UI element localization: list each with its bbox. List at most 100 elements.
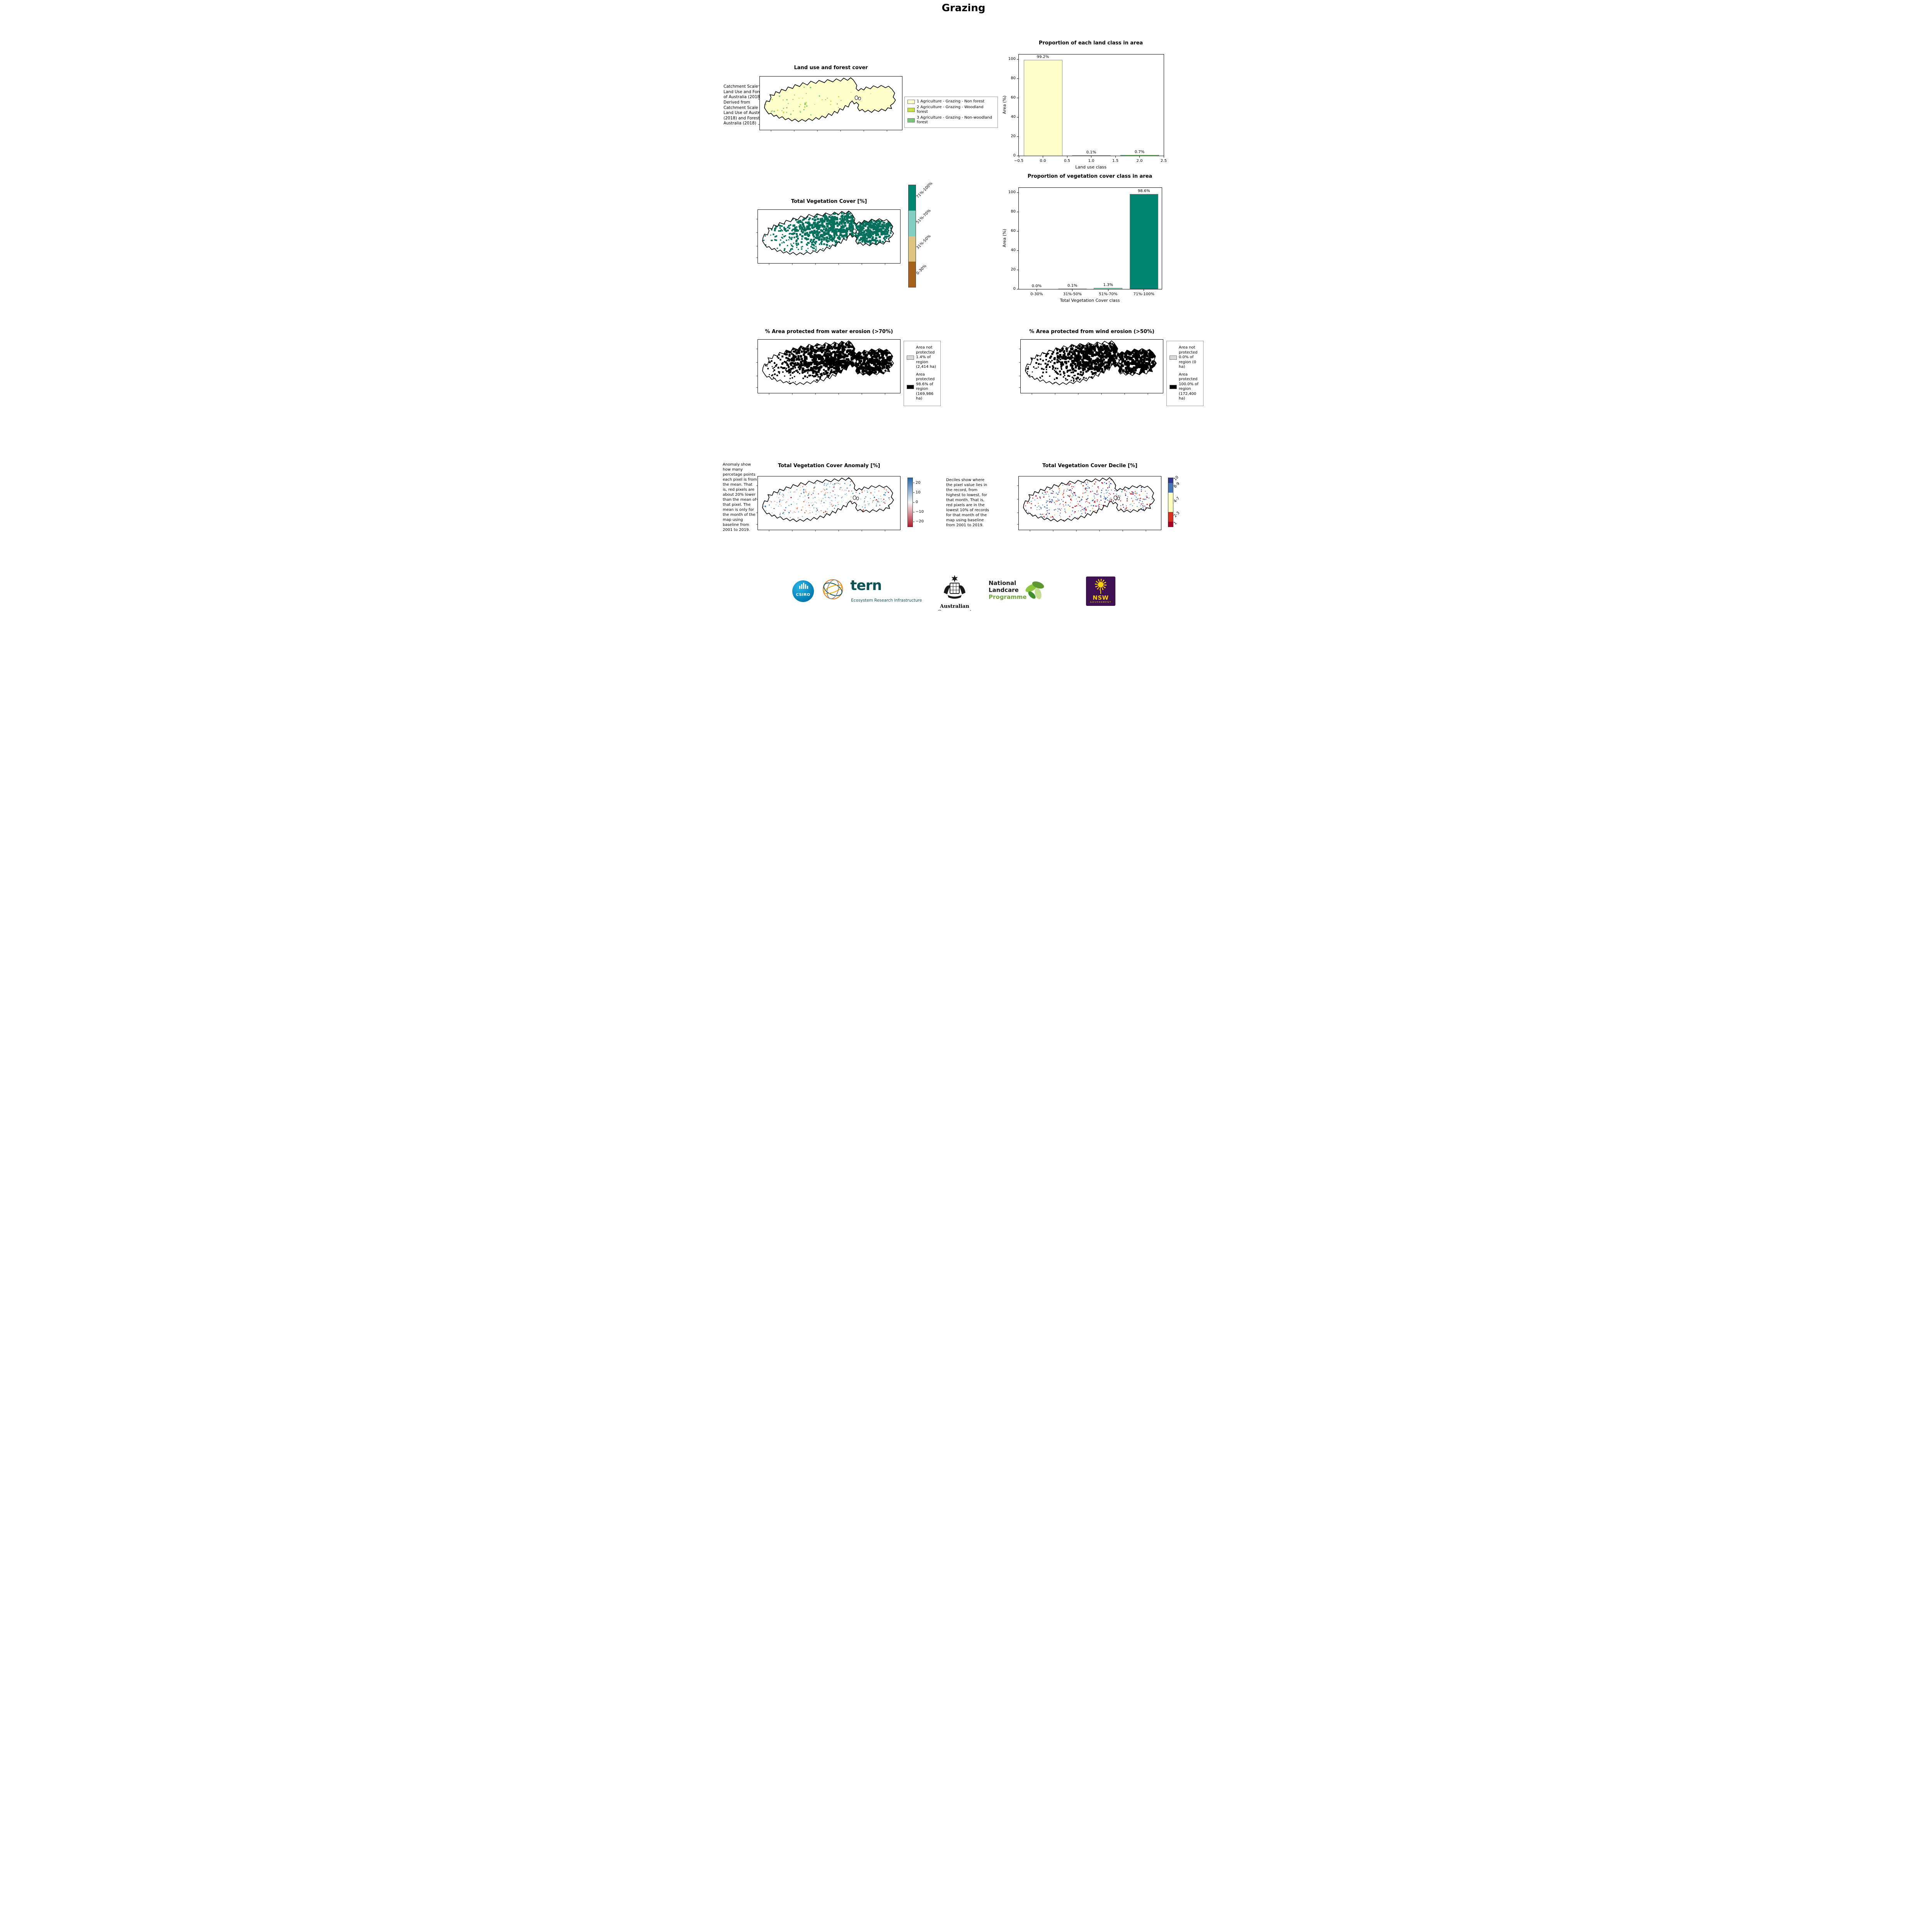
colorbar-segment (909, 262, 916, 287)
colorbar-tick-label: 71%-100% (916, 181, 934, 199)
anomaly-colorbar: 20 10 0 −10 −20 (907, 478, 924, 527)
vegcover-map-title: Total Vegetation Cover [%] (791, 199, 867, 204)
nsw-wordmark: NSW (1093, 594, 1109, 601)
y-tick (1017, 59, 1019, 60)
colorbar-segment (1168, 522, 1173, 527)
legend-item: Area protected 100.0% of region (172,400… (1169, 372, 1200, 401)
colorbar-tick-label: 8-9 (1173, 481, 1181, 489)
colorbar-segment (909, 211, 916, 236)
bar (1120, 155, 1159, 156)
legend-item: Area not protected 0.0% of region (0 ha) (1169, 345, 1200, 370)
y-tick-label: 40 (1011, 248, 1016, 253)
y-tick-label: 100 (1008, 57, 1016, 61)
x-tick-label: 0-30% (1030, 292, 1043, 296)
page-title: Grazing (941, 2, 986, 14)
colorbar-tick-label: 10 (916, 490, 921, 495)
landclass-bar-chart: 0 20 40 60 80 100 −0.5 0.0 0.5 1.0 1.5 2.0 2.5 99.2% 0… (1008, 54, 1167, 163)
landuse-legend: 1 Agriculture - Grazing - Non forest 2 Ag… (904, 97, 998, 128)
legend-label: 2 Agriculture - Grazing - Woodland fores… (917, 105, 984, 114)
vegclass-chart-xlabel: Total Vegetation Cover class (1060, 298, 1120, 303)
landcare-line-3: Programme (989, 594, 1027, 600)
bar (1129, 194, 1158, 289)
tern-wordmark: tern (850, 578, 882, 594)
y-tick-label: 60 (1011, 95, 1016, 100)
water-erosion-title: % Area protected from water erosion (>70… (765, 329, 893, 335)
colorbar-tick-label: 10 (1173, 475, 1180, 482)
vegclass-chart-title: Proportion of vegetation cover class in … (1027, 173, 1152, 179)
tern-subtitle: Ecosystem Research Infrastructure (851, 598, 922, 603)
bar-value-label: 0.7% (1134, 150, 1145, 155)
bar-value-label: 0.0% (1032, 284, 1042, 288)
colorbar-tick-label: 0-30% (916, 264, 928, 276)
report-page: Grazing Land use and forest cover Catchm… (723, 0, 1204, 611)
water-erosion-map (756, 339, 901, 395)
landclass-chart-title: Proportion of each land class in area (1038, 40, 1143, 46)
x-tick-label: 1.5 (1112, 159, 1118, 163)
water-erosion-legend: Area not protected 1.4% of region (2,414… (904, 341, 941, 406)
landcare-leaves-icon (1025, 581, 1044, 599)
y-tick-label: 20 (1011, 267, 1016, 272)
landcare-line-1: National (989, 580, 1016, 587)
nsw-government-label: GOVERNMENT (1090, 601, 1112, 604)
anomaly-map (756, 476, 901, 532)
nsw-waratah-stem (1100, 590, 1101, 594)
y-tick-label: 40 (1011, 115, 1016, 119)
x-tick-label: 1.0 (1088, 159, 1095, 163)
wind-erosion-legend: Area not protected 0.0% of region (0 ha)… (1166, 341, 1204, 406)
landclass-chart-ylabel: Area (%) (1002, 95, 1007, 114)
bar-value-label: 0.1% (1067, 284, 1078, 288)
x-tick-label: −0.5 (1014, 159, 1024, 163)
anomaly-title: Total Vegetation Cover Anomaly [%] (778, 463, 880, 469)
bar-value-label: 1.3% (1103, 282, 1113, 287)
x-tick-label: 51%-70% (1099, 292, 1118, 296)
x-tick-label: 31%-50% (1063, 292, 1082, 296)
y-tick (1017, 136, 1019, 137)
y-tick-label: 60 (1011, 229, 1016, 233)
y-tick (1017, 250, 1019, 251)
colorbar-tick-label: 1 (1173, 520, 1178, 526)
colorbar-segment (1168, 478, 1173, 483)
legend-swatch (907, 384, 914, 389)
colorbar-segment (1168, 512, 1173, 522)
colorbar-tick-label: 2-3 (1173, 510, 1181, 519)
x-tick-label: 0.5 (1064, 159, 1070, 163)
legend-label: Area not protected 0.0% of region (0 ha) (1179, 345, 1198, 369)
vegclass-chart-ylabel: Area (%) (1002, 229, 1007, 247)
legend-label: Area not protected 1.4% of region (2,414… (916, 345, 936, 369)
y-tick-label: 0 (1013, 287, 1016, 291)
colorbar-segment (1168, 483, 1173, 493)
colorbar-tick-label: 51%-70% (916, 208, 932, 225)
legend-label: Area protected 100.0% of region (172,400… (1179, 372, 1198, 401)
x-tick-label: 2.5 (1161, 159, 1167, 163)
legend-label: 3 Agriculture - Grazing - Non-woodland f… (917, 115, 992, 125)
bar-value-label: 98.6% (1137, 189, 1150, 193)
tern-sphere-icon (823, 579, 843, 599)
legend-label: 1 Agriculture - Grazing - Non forest (917, 99, 985, 104)
australian-government-wordmark: Australian Government (937, 604, 972, 611)
bar (1094, 287, 1123, 289)
y-tick (1017, 78, 1019, 79)
colorbar-tick-label: 0 (916, 500, 918, 504)
y-tick-label: 80 (1011, 209, 1016, 214)
csiro-logo: CSIRO (792, 580, 814, 602)
csiro-wave-icon (799, 583, 808, 589)
wind-erosion-title: % Area protected from wind erosion (>50%… (1029, 329, 1154, 335)
vegclass-bar-chart: 0 20 40 60 80 100 0-30% 31%-50% 51%-70% 71%-100% 0… (1008, 187, 1162, 296)
colorbar-tick-label: −20 (916, 519, 924, 524)
landuse-map (758, 76, 902, 132)
colorbar-tick-label: 20 (916, 480, 921, 485)
anomaly-note: Anomaly show how many percetage points e… (723, 463, 757, 532)
wind-erosion-map (1019, 339, 1163, 395)
legend-swatch (907, 99, 915, 104)
x-tick-label: 2.0 (1136, 159, 1143, 163)
landclass-chart-xlabel: Land use class (1075, 165, 1106, 170)
x-tick-label: 71%-100% (1133, 292, 1154, 296)
x-tick (1139, 156, 1140, 158)
y-tick-label: 100 (1008, 190, 1016, 195)
decile-note: Deciles show where the pixel value lies … (946, 478, 989, 527)
colorbar-segment (909, 236, 916, 262)
decile-title: Total Vegetation Cover Decile [%] (1042, 463, 1137, 469)
legend-swatch (907, 107, 915, 112)
colorbar-tick (913, 502, 914, 503)
y-tick-label: 0 (1013, 153, 1016, 158)
